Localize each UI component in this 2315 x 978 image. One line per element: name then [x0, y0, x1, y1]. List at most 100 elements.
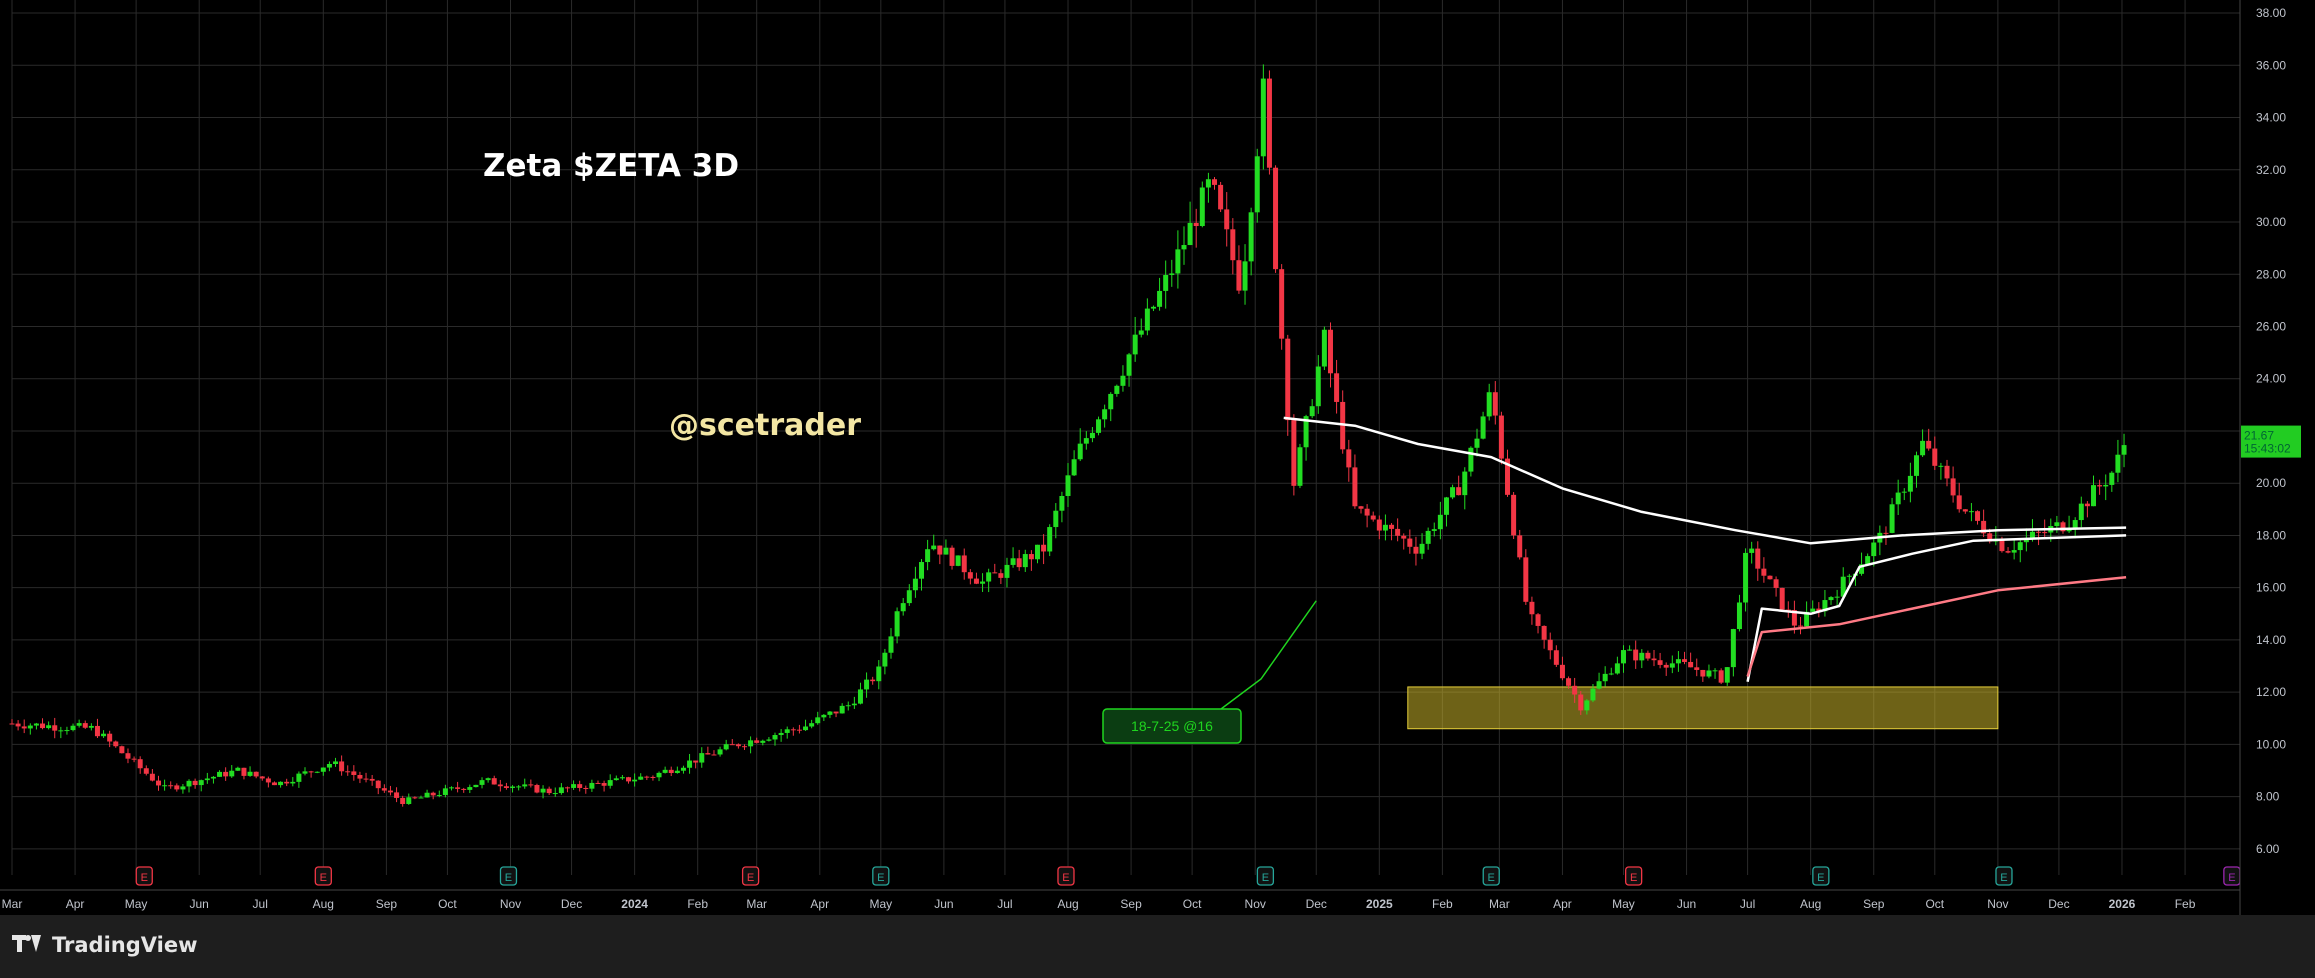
earnings-marker-label: E: [1262, 872, 1269, 884]
x-tick-label: May: [125, 897, 148, 911]
candle-body: [564, 787, 570, 789]
candle-body: [516, 786, 522, 788]
earnings-marker[interactable]: E: [1812, 866, 1830, 886]
candle-body: [1083, 438, 1089, 444]
candle-body: [1248, 212, 1254, 262]
candle-body: [1297, 447, 1303, 486]
x-tick-label: Nov: [1987, 897, 2008, 911]
y-tick-label: 20.00: [2256, 476, 2286, 490]
candle-body: [906, 590, 912, 604]
x-tick-label: 2025: [1366, 897, 1393, 911]
candle-body: [1651, 658, 1657, 661]
candle-body: [162, 785, 168, 787]
candle-body: [247, 771, 253, 776]
candle-body: [992, 572, 998, 574]
text-labels-layer: Zeta $ZETA 3D @scetrader: [483, 148, 861, 443]
tradingview-logo[interactable]: TradingView: [12, 933, 197, 957]
candle-body: [1950, 478, 1956, 496]
callout-pointer: [1220, 600, 1317, 710]
callout-box: [1102, 708, 1242, 744]
candle-body: [1627, 649, 1633, 651]
candle-body: [1291, 420, 1297, 486]
candle-body: [1181, 245, 1187, 250]
candle-body: [1102, 409, 1108, 420]
candle-body: [1596, 681, 1602, 689]
candle-body: [1443, 497, 1449, 515]
candle-body: [748, 740, 754, 747]
candle-body: [1663, 664, 1669, 668]
candle-body: [1889, 504, 1895, 533]
price-chart[interactable]: 18-7-25 @16 E E E E E E E E E E E E 38.00 36.00 34.00…: [0, 0, 2315, 915]
candle-body: [796, 729, 802, 731]
candle-body: [473, 784, 479, 788]
candle-body: [491, 778, 497, 785]
candle-body: [2109, 472, 2115, 485]
candle-body: [339, 761, 345, 772]
candle-body: [1736, 602, 1742, 630]
y-tick-label: 14.00: [2256, 633, 2286, 647]
x-tick-label: Sep: [1863, 897, 1885, 911]
candle-body: [784, 729, 790, 733]
y-tick-label: 36.00: [2256, 58, 2286, 72]
candle-body: [1743, 552, 1749, 603]
candle-body: [1077, 443, 1083, 460]
candle-body: [1016, 558, 1022, 568]
candle-body: [2103, 484, 2109, 487]
earnings-marker[interactable]: E: [741, 866, 760, 886]
candle-body: [2115, 454, 2121, 473]
candle-body: [1761, 568, 1767, 576]
price-axis[interactable]: 38.00 36.00 34.00 32.00 30.00 28.00 26.00 24.00…: [2239, 0, 2301, 915]
y-tick-label: 32.00: [2256, 163, 2286, 177]
candle-body: [546, 788, 552, 794]
x-tick-label: Jul: [997, 897, 1012, 911]
candle-body: [400, 797, 406, 804]
candle-body: [1492, 392, 1498, 416]
candle-body: [540, 788, 546, 793]
candle-body: [1688, 661, 1694, 668]
earnings-marker[interactable]: E: [1482, 866, 1500, 886]
candle-body: [2005, 551, 2011, 553]
earnings-marker-box: [135, 866, 153, 886]
candle-body: [1175, 249, 1181, 274]
x-tick-label: Feb: [687, 897, 708, 911]
candle-body: [1315, 366, 1321, 407]
candle-body: [674, 770, 680, 774]
earnings-marker[interactable]: E: [314, 866, 332, 886]
candle-body: [772, 735, 778, 740]
candle-body: [1639, 652, 1645, 661]
earnings-marker[interactable]: E: [1256, 866, 1275, 886]
candle-body: [1901, 491, 1907, 493]
x-tick-label: Aug: [313, 897, 334, 911]
earnings-marker[interactable]: E: [1625, 866, 1643, 886]
earnings-marker[interactable]: E: [872, 866, 890, 886]
earnings-marker[interactable]: E: [1995, 866, 2013, 886]
candle-body: [241, 767, 247, 776]
earnings-marker[interactable]: E: [499, 866, 518, 886]
candle-body: [1511, 494, 1517, 536]
earnings-marker[interactable]: E: [2223, 866, 2241, 886]
candle-body: [912, 578, 918, 591]
earnings-marker-label: E: [1630, 872, 1637, 884]
candle-body: [278, 781, 284, 786]
candle-body: [510, 786, 516, 788]
earnings-marker[interactable]: E: [1057, 866, 1075, 886]
candle-body: [668, 769, 674, 774]
candle-body: [717, 749, 723, 755]
candle-body: [308, 771, 314, 773]
x-tick-label: Feb: [2175, 897, 2196, 911]
y-tick-label: 16.00: [2256, 581, 2286, 595]
candle-body: [229, 770, 235, 777]
earnings-marker[interactable]: E: [135, 866, 153, 886]
x-tick-label: Nov: [500, 897, 521, 911]
candle-body: [430, 792, 436, 796]
candle-body: [1657, 660, 1663, 665]
x-tick-label: Aug: [1800, 897, 1821, 911]
earnings-marker-label: E: [320, 872, 327, 884]
candle-body: [442, 788, 448, 795]
candle-body: [1108, 393, 1114, 410]
candle-body: [1358, 506, 1364, 509]
time-axis[interactable]: Mar Apr May Jun Jul Aug Sep Oct Nov Dec 2024 Feb Mar…: [0, 889, 2240, 911]
candle-body: [1480, 416, 1486, 439]
candle-body: [88, 725, 94, 728]
